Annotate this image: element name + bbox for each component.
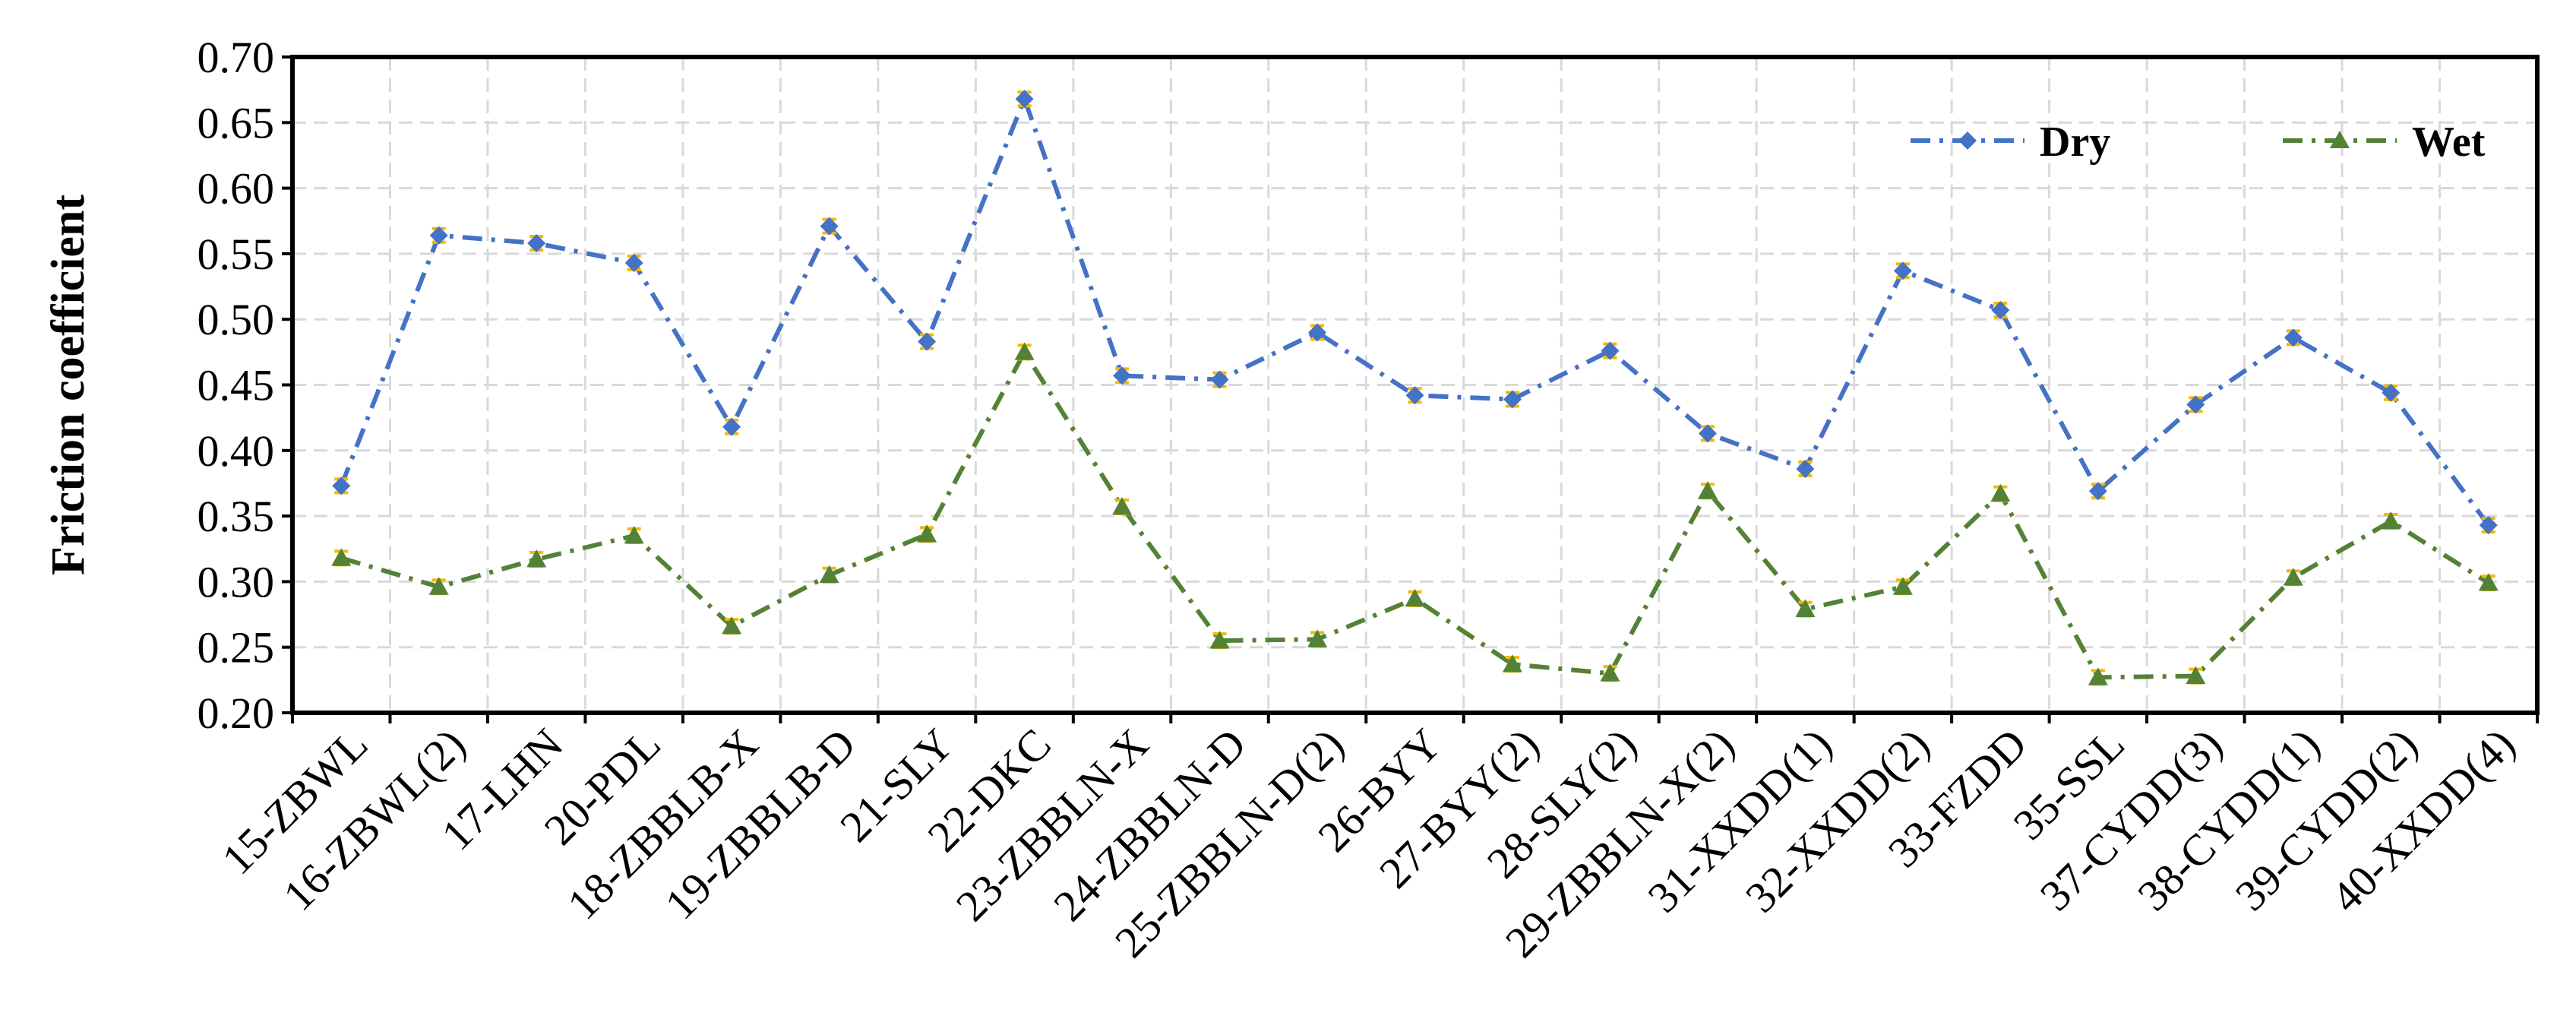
- data-point-triangle: [1600, 663, 1620, 682]
- data-point-diamond: [2479, 516, 2498, 535]
- legend-item-wet: Wet: [2283, 119, 2486, 166]
- data-point-triangle: [1990, 483, 2011, 502]
- data-point-triangle: [2283, 568, 2303, 586]
- legend-label: Dry: [2040, 119, 2110, 166]
- data-point-triangle: [624, 525, 644, 544]
- data-point-triangle: [722, 616, 742, 635]
- legend: Dry Wet: [1911, 119, 2486, 166]
- data-point-diamond: [1405, 386, 1424, 405]
- y-tick-label: 0.40: [198, 426, 275, 476]
- data-series: [331, 90, 2499, 686]
- legend-marker: [1958, 131, 1977, 150]
- y-tick-label: 0.65: [198, 98, 275, 147]
- data-point-diamond: [1698, 424, 1717, 443]
- data-point-diamond: [2382, 383, 2401, 402]
- data-point-diamond: [1210, 370, 1229, 389]
- data-point-diamond: [1991, 301, 2010, 320]
- data-point-triangle: [1697, 481, 1718, 499]
- y-tick-label: 0.60: [198, 164, 275, 214]
- data-point-diamond: [918, 332, 937, 351]
- data-point-triangle: [331, 548, 352, 566]
- legend-item-dry: Dry: [1911, 119, 2110, 166]
- grid-lines: [292, 57, 2537, 713]
- y-tick-label: 0.50: [198, 295, 275, 344]
- data-point-triangle: [819, 565, 839, 584]
- data-point-diamond: [429, 226, 448, 245]
- data-point-triangle: [428, 577, 449, 595]
- data-point-triangle: [2186, 666, 2206, 685]
- data-point-triangle: [1112, 497, 1133, 515]
- data-point-diamond: [527, 234, 546, 253]
- data-point-diamond: [2284, 328, 2303, 347]
- data-point-triangle: [2088, 667, 2108, 685]
- y-axis-title: Friction coefficient: [43, 195, 94, 575]
- y-tick-label: 0.25: [198, 623, 275, 673]
- plot-area-frame: [290, 55, 2540, 715]
- data-point-diamond: [722, 417, 741, 436]
- data-point-diamond: [1308, 323, 1327, 342]
- data-point-diamond: [1015, 90, 1034, 109]
- data-point-diamond: [2088, 482, 2107, 501]
- y-tick-label: 0.70: [198, 33, 275, 82]
- series-wet: [331, 342, 2499, 686]
- data-point-triangle: [1405, 588, 1425, 607]
- legend-marker: [2330, 131, 2350, 148]
- data-point-diamond: [1601, 341, 1620, 360]
- data-point-triangle: [526, 549, 547, 568]
- data-point-triangle: [917, 524, 937, 543]
- data-point-diamond: [1893, 261, 1912, 280]
- data-point-triangle: [2381, 511, 2401, 530]
- data-point-triangle: [1892, 577, 1913, 595]
- legend-label: Wet: [2412, 119, 2486, 166]
- x-axis-ticks: 15-ZBWL16-ZBWL(2)17-LHN20-PDL18-ZBBLB-X1…: [213, 713, 2539, 967]
- data-point-diamond: [1503, 390, 1522, 409]
- data-point-triangle: [1307, 629, 1328, 647]
- data-point-diamond: [2186, 395, 2205, 414]
- data-point-triangle: [2478, 573, 2499, 591]
- data-point-diamond: [1113, 366, 1132, 385]
- data-point-diamond: [332, 476, 351, 495]
- y-tick-label: 0.30: [198, 557, 275, 606]
- data-point-triangle: [1209, 631, 1230, 649]
- data-point-triangle: [1014, 342, 1035, 360]
- data-point-diamond: [1796, 459, 1815, 478]
- data-point-triangle: [1795, 599, 1816, 618]
- data-point-triangle: [1502, 654, 1522, 673]
- series-line-dry: [339, 97, 2491, 527]
- y-axis-ticks: 0.20 0.25 0.30 0.35 0.40 0.45 0.50 0.55 0.60 0.65…: [198, 33, 292, 738]
- data-point-diamond: [624, 253, 643, 272]
- y-tick-label: 0.55: [198, 229, 275, 279]
- y-tick-label: 0.20: [198, 688, 275, 738]
- y-tick-label: 0.45: [198, 361, 275, 410]
- y-tick-label: 0.35: [198, 492, 275, 541]
- series-dry: [332, 90, 2498, 535]
- data-point-diamond: [820, 217, 839, 236]
